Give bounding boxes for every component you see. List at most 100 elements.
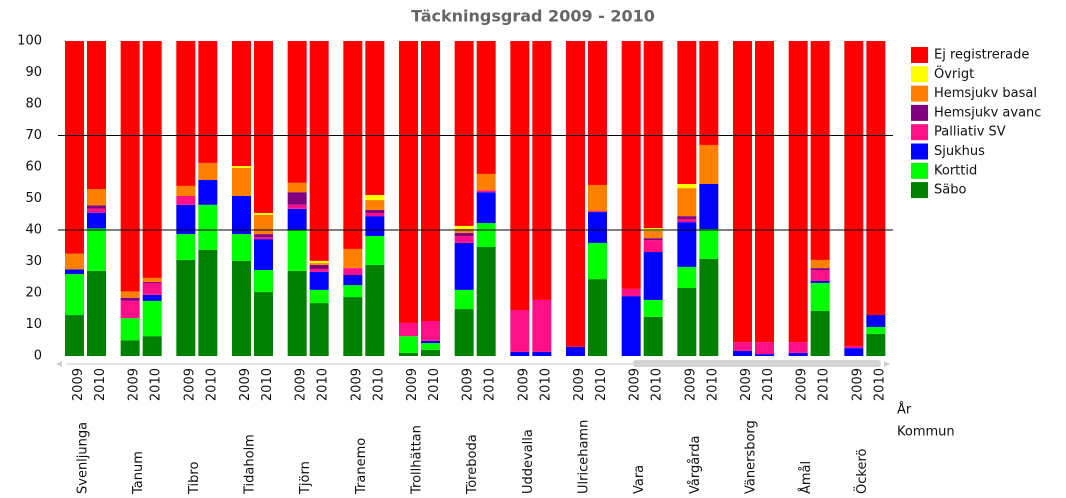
bar-segment <box>120 318 140 341</box>
x-tick-label: 2009 <box>461 368 476 401</box>
bar-segment <box>87 228 106 271</box>
bar-segment <box>788 342 808 353</box>
group-label: Tranemo <box>354 438 369 495</box>
bar-segment <box>198 249 218 356</box>
bar-segment <box>287 192 307 205</box>
bar-segment <box>287 41 307 183</box>
bar-segment <box>866 327 886 334</box>
y-tick-label: 70 <box>25 128 42 143</box>
bar-segment <box>287 270 307 356</box>
legend-label: Korttid <box>934 163 977 178</box>
bar-segment <box>476 190 496 193</box>
bar-segment <box>142 282 162 295</box>
bar-segment <box>87 208 106 213</box>
legend-swatch <box>911 124 928 141</box>
bar-segment <box>287 204 307 209</box>
bar-segment <box>454 232 474 236</box>
bar-segment <box>65 269 84 275</box>
x-tick-label: 2009 <box>349 368 364 401</box>
bar-segment <box>532 41 552 300</box>
bar-segment <box>365 216 385 236</box>
bar-segment <box>510 310 530 352</box>
x-tick-label: 2010 <box>260 368 275 401</box>
bar-segment <box>677 266 697 288</box>
bar-segment <box>421 349 440 356</box>
bar-segment <box>120 297 140 301</box>
bar-segment <box>643 41 663 229</box>
bar-segment <box>677 222 697 267</box>
bar-segment <box>176 204 196 235</box>
x-tick-label: 2010 <box>817 368 832 401</box>
bar-segment <box>788 352 808 356</box>
bar-segment <box>287 182 307 193</box>
bar-segment <box>643 240 663 253</box>
bar-segment <box>65 41 84 254</box>
bar-segment <box>176 234 196 260</box>
group-label: Vårgårda <box>688 435 703 494</box>
x-tick-label: 2010 <box>761 368 776 401</box>
group-label: Trollhättan <box>410 425 425 495</box>
y-tick-label: 30 <box>25 254 42 269</box>
bar-segment <box>810 41 830 260</box>
bar-segment <box>343 41 363 249</box>
bar-segment <box>176 185 196 196</box>
bar-segment <box>510 351 530 356</box>
bar-segment <box>365 264 385 356</box>
bar-segment <box>588 184 607 212</box>
group-label: Tibro <box>187 462 202 495</box>
x-tick-label: 2009 <box>628 368 643 401</box>
bar-segment <box>643 252 663 300</box>
bar-segment <box>309 289 329 304</box>
bar-segment <box>142 277 162 282</box>
bar-segment <box>532 299 552 352</box>
bar-segment <box>142 41 162 278</box>
bar-segment <box>365 212 385 217</box>
x-tick-label: 2010 <box>371 368 386 401</box>
bar-segment <box>287 230 307 271</box>
bar-segment <box>476 223 496 248</box>
bar-segment <box>232 234 251 261</box>
bar-segment <box>621 296 641 356</box>
bar-segment <box>810 282 830 311</box>
bar-segment <box>232 166 251 168</box>
bar-segment <box>810 270 830 282</box>
bar-segment <box>699 41 719 145</box>
bar-segment <box>588 242 607 280</box>
legend-swatch <box>911 85 928 102</box>
bar-segment <box>142 336 162 356</box>
bar-segment <box>343 285 363 298</box>
bar-segment <box>755 41 774 343</box>
y-tick-label: 0 <box>34 349 42 364</box>
y-tick-label: 10 <box>25 317 42 332</box>
bar-segment <box>733 41 752 343</box>
bar-segment <box>755 354 774 356</box>
x-tick-label: 2009 <box>238 368 253 401</box>
bar-segment <box>643 316 663 356</box>
y-tick-label: 60 <box>25 160 42 175</box>
bar-segment <box>699 258 719 356</box>
bar-segment <box>254 234 273 238</box>
bar-segment <box>232 260 251 356</box>
group-label: Åmål <box>798 461 814 494</box>
x-tick-label: 2010 <box>538 368 553 401</box>
bar-segment <box>588 211 607 213</box>
bar-segment <box>621 288 641 297</box>
bar-segment <box>810 259 830 269</box>
legend-label: Palliativ SV <box>934 125 1006 140</box>
bar-segment <box>254 239 273 271</box>
bar-segment <box>254 270 273 293</box>
bar-segment <box>309 271 329 290</box>
bar-segment <box>733 342 752 351</box>
bar-segment <box>588 279 607 356</box>
bar-segment <box>844 348 864 356</box>
bar-segment <box>677 287 697 356</box>
x-tick-label: 2009 <box>127 368 142 401</box>
group-label: Tidaholm <box>243 434 258 495</box>
y-tick-label: 40 <box>25 223 42 238</box>
bar-segment <box>198 179 218 205</box>
group-label: Tanum <box>131 451 146 495</box>
y-tick-label: 100 <box>17 34 42 49</box>
bar-segment <box>588 41 607 185</box>
legend-label: Hemsjukv basal <box>934 86 1037 101</box>
